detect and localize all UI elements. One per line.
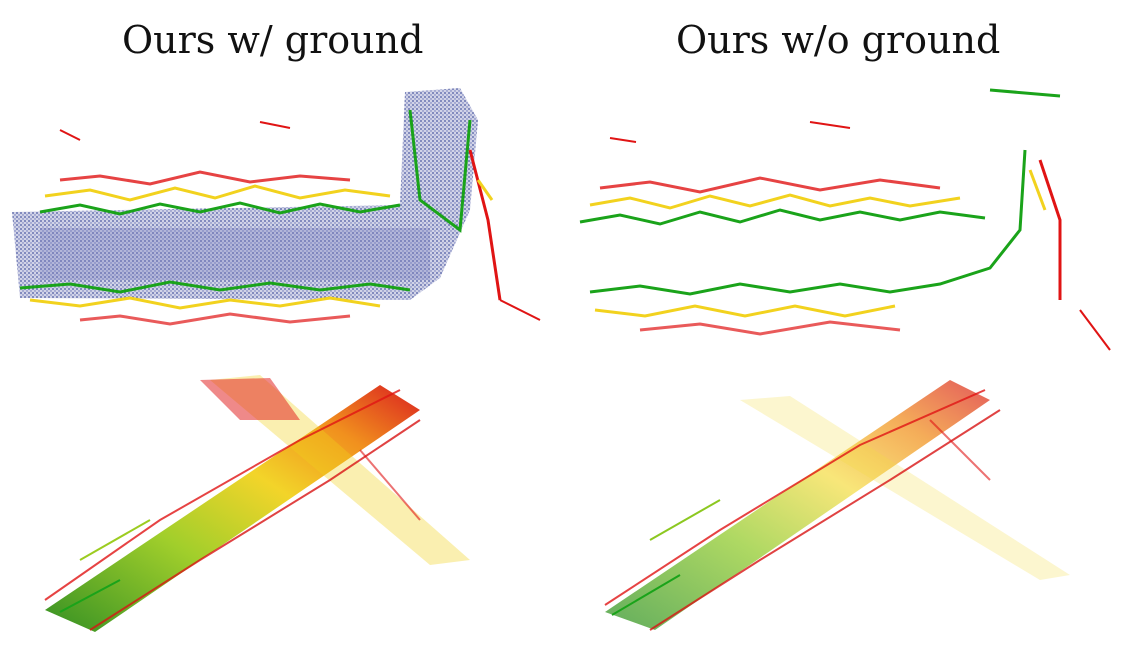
title-without-ground: Ours w/o ground xyxy=(676,18,1001,62)
bottom-right-3d-view xyxy=(604,380,1070,631)
bottom-left-3d-view xyxy=(44,375,470,632)
top-left-map xyxy=(12,88,541,326)
top-right-map xyxy=(579,88,1111,351)
title-with-ground: Ours w/ ground xyxy=(122,18,424,62)
